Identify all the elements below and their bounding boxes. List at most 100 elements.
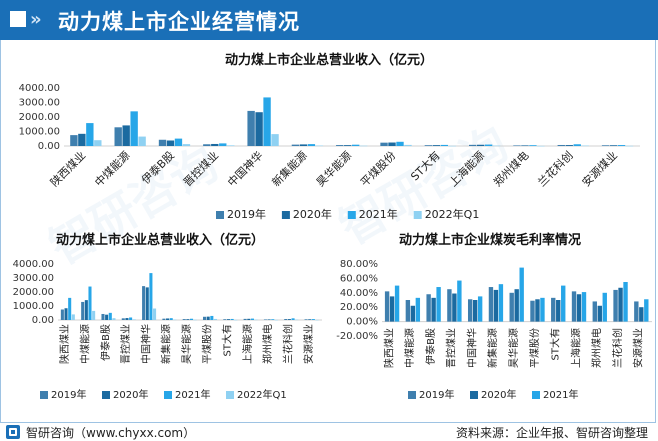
legend-swatch <box>532 391 540 399</box>
x-tick-label: 昊华能源 <box>180 324 193 364</box>
bar <box>440 144 448 146</box>
bar <box>206 316 210 320</box>
legend-label: 2022年Q1 <box>425 207 480 221</box>
x-tick-label: 安源煤业 <box>302 324 315 364</box>
bar <box>432 145 441 146</box>
bar <box>581 145 589 147</box>
legend-label: 2019年 <box>51 388 86 401</box>
bar <box>263 97 271 146</box>
bar <box>625 145 634 147</box>
bar <box>613 289 618 322</box>
legend-label: 2021年 <box>175 388 210 401</box>
bar <box>166 318 170 320</box>
bar <box>88 286 92 320</box>
bar <box>592 301 597 322</box>
page-title: 动力煤上市企业经营情况 <box>58 10 300 34</box>
legend-swatch <box>408 391 416 399</box>
bar <box>243 318 247 320</box>
bar <box>130 111 138 146</box>
legend-swatch <box>40 391 48 399</box>
bar <box>513 145 521 146</box>
x-tick-label: 安源煤业 <box>579 148 620 189</box>
bar <box>145 287 149 320</box>
bar <box>94 140 102 146</box>
x-tick-label: 中国神华 <box>465 328 478 368</box>
chart-title: 动力煤上市企业煤炭毛利率情况 <box>399 232 581 248</box>
bar <box>609 145 618 146</box>
bar <box>634 301 639 322</box>
x-tick-label: 郑州煤电 <box>590 328 603 368</box>
bar <box>202 316 207 320</box>
x-tick-label: 中煤能源 <box>403 328 416 368</box>
x-tick-label: 陕西煤业 <box>58 324 71 364</box>
bar <box>254 319 258 321</box>
y-tick-label: 3000.00 <box>19 98 60 109</box>
bar <box>247 318 251 320</box>
legend-swatch <box>347 211 356 219</box>
bar <box>226 319 231 320</box>
bar <box>271 319 275 320</box>
y-tick-label: 2000.00 <box>13 287 54 298</box>
bar <box>174 138 183 146</box>
x-tick-label: 中煤能源 <box>78 324 91 364</box>
bar <box>573 144 581 146</box>
bar <box>299 144 308 146</box>
legend-swatch <box>226 391 234 399</box>
x-tick-label: 昊华能源 <box>313 148 354 189</box>
bar <box>452 293 457 322</box>
bar <box>426 294 431 322</box>
bar <box>86 123 94 146</box>
y-tick-label: 3000.00 <box>13 273 54 284</box>
bar <box>565 145 573 146</box>
bar <box>219 143 227 146</box>
bar <box>173 319 177 321</box>
bar <box>247 110 255 146</box>
bar <box>529 145 537 146</box>
y-tick-label: -20.00% <box>336 331 378 342</box>
x-tick-label: 晋控煤业 <box>445 328 458 368</box>
footer-data-source: 资料来源：企业年报、智研咨询整理 <box>455 426 648 440</box>
chart-gross-margin: 动力煤上市企业煤炭毛利率情况 80.00% 60.00% 40.00% 20.00% 0… <box>336 232 652 401</box>
bar <box>384 291 390 322</box>
bar <box>122 125 130 146</box>
y-tick-label: 0.00 <box>32 315 54 326</box>
bar <box>287 319 291 320</box>
bar <box>639 307 644 322</box>
x-tick-label: 新集能源 <box>160 324 173 364</box>
bar <box>472 300 478 322</box>
legend-label: 2021年 <box>543 388 578 401</box>
bar <box>308 319 312 320</box>
bar <box>129 317 133 320</box>
legend-label: 2019年 <box>227 207 266 221</box>
y-tick-label: 2000.00 <box>19 112 60 123</box>
bar <box>492 145 501 147</box>
bar <box>431 297 436 322</box>
bar <box>121 318 125 320</box>
chart-revenue-top: 动力煤上市企业总营业收入（亿元） 4000.00 3000.00 2000.00 10… <box>19 52 640 221</box>
x-tick-label: 昊华能源 <box>507 328 520 368</box>
bar <box>311 319 315 320</box>
bar <box>405 300 411 322</box>
legend-label: 2020年 <box>293 207 332 221</box>
bar <box>166 140 175 146</box>
bar <box>255 112 263 146</box>
header-bar: » 动力煤上市企业经营情况 <box>0 0 658 40</box>
x-tick-label: 晋控煤业 <box>119 324 132 364</box>
x-tick-label: 新集能源 <box>269 148 310 189</box>
bar <box>234 319 238 321</box>
bar <box>436 287 441 322</box>
x-tick-label: 平煤股份 <box>200 324 213 364</box>
y-tick-label: 1000.00 <box>13 301 54 312</box>
x-tick-label: 陕西煤业 <box>382 328 395 368</box>
bar <box>476 144 485 146</box>
bar <box>193 319 197 321</box>
bar <box>125 318 129 320</box>
bar <box>250 318 254 320</box>
bar <box>359 145 368 147</box>
bar <box>424 145 433 146</box>
bar <box>561 285 566 322</box>
x-tick-label: 中国神华 <box>139 324 152 364</box>
bar <box>623 282 628 322</box>
footer: 智研咨询（www.chyxx.com） 资料来源：企业年报、智研咨询整理 <box>0 423 658 441</box>
bar <box>336 145 344 146</box>
